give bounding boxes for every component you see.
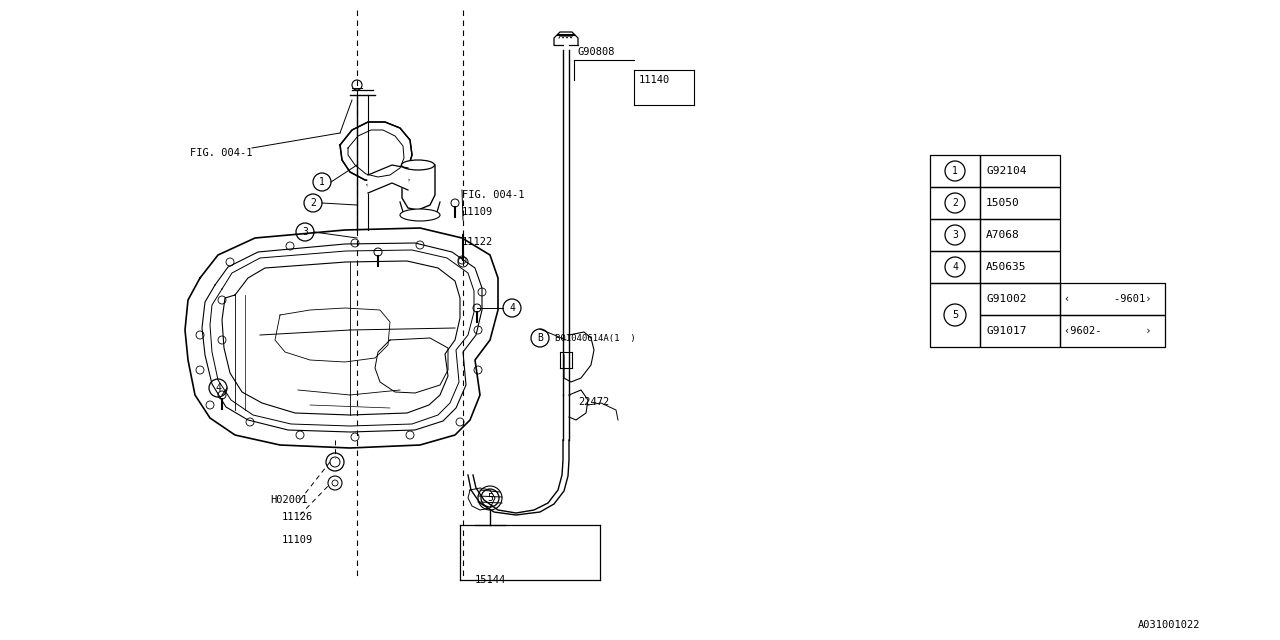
Bar bbox=[980, 219, 1060, 251]
Text: 3: 3 bbox=[302, 227, 308, 237]
Text: 15144: 15144 bbox=[475, 575, 506, 585]
Text: 4: 4 bbox=[509, 303, 515, 313]
Text: 2: 2 bbox=[310, 198, 316, 208]
Bar bbox=[980, 187, 1060, 219]
Bar bbox=[931, 283, 980, 347]
Text: FIG. 004-1: FIG. 004-1 bbox=[189, 148, 252, 158]
Text: A031001022: A031001022 bbox=[1138, 620, 1201, 630]
Bar bbox=[980, 155, 1060, 187]
Text: 5: 5 bbox=[488, 493, 493, 503]
Bar bbox=[980, 283, 1060, 315]
Bar bbox=[1060, 283, 1165, 315]
Text: 11126: 11126 bbox=[282, 512, 314, 522]
Text: FIG. 004-1: FIG. 004-1 bbox=[462, 190, 525, 200]
Bar bbox=[931, 155, 980, 187]
Text: G91002: G91002 bbox=[986, 294, 1027, 304]
Text: 3: 3 bbox=[952, 230, 957, 240]
Text: A7068: A7068 bbox=[986, 230, 1020, 240]
Text: G91017: G91017 bbox=[986, 326, 1027, 336]
Bar bbox=[1060, 315, 1165, 347]
Text: 15050: 15050 bbox=[986, 198, 1020, 208]
Text: 22472: 22472 bbox=[579, 397, 609, 407]
Text: G92104: G92104 bbox=[986, 166, 1027, 176]
Text: 5: 5 bbox=[952, 310, 959, 320]
Text: 2: 2 bbox=[952, 198, 957, 208]
Ellipse shape bbox=[402, 160, 434, 170]
Text: 4: 4 bbox=[952, 262, 957, 272]
Bar bbox=[931, 219, 980, 251]
Text: 4: 4 bbox=[215, 383, 221, 393]
Text: 1: 1 bbox=[952, 166, 957, 176]
Text: 11109: 11109 bbox=[282, 535, 314, 545]
Text: B01040614A(1  ): B01040614A(1 ) bbox=[556, 333, 636, 342]
Polygon shape bbox=[340, 122, 412, 182]
Text: 11140: 11140 bbox=[639, 75, 671, 85]
Text: H02001: H02001 bbox=[270, 495, 307, 505]
Text: 11109: 11109 bbox=[462, 207, 493, 217]
Text: G90808: G90808 bbox=[577, 47, 614, 57]
Ellipse shape bbox=[401, 209, 440, 221]
Bar bbox=[980, 315, 1060, 347]
Bar bbox=[931, 251, 980, 283]
Text: B: B bbox=[538, 333, 543, 343]
Text: ‹9602-       ›: ‹9602- › bbox=[1064, 326, 1152, 336]
Text: 1: 1 bbox=[319, 177, 325, 187]
Text: A50635: A50635 bbox=[986, 262, 1027, 272]
Polygon shape bbox=[369, 165, 408, 193]
Bar bbox=[931, 187, 980, 219]
Bar bbox=[980, 251, 1060, 283]
Text: ‹       -9601›: ‹ -9601› bbox=[1064, 294, 1152, 304]
Text: 11122: 11122 bbox=[462, 237, 493, 247]
